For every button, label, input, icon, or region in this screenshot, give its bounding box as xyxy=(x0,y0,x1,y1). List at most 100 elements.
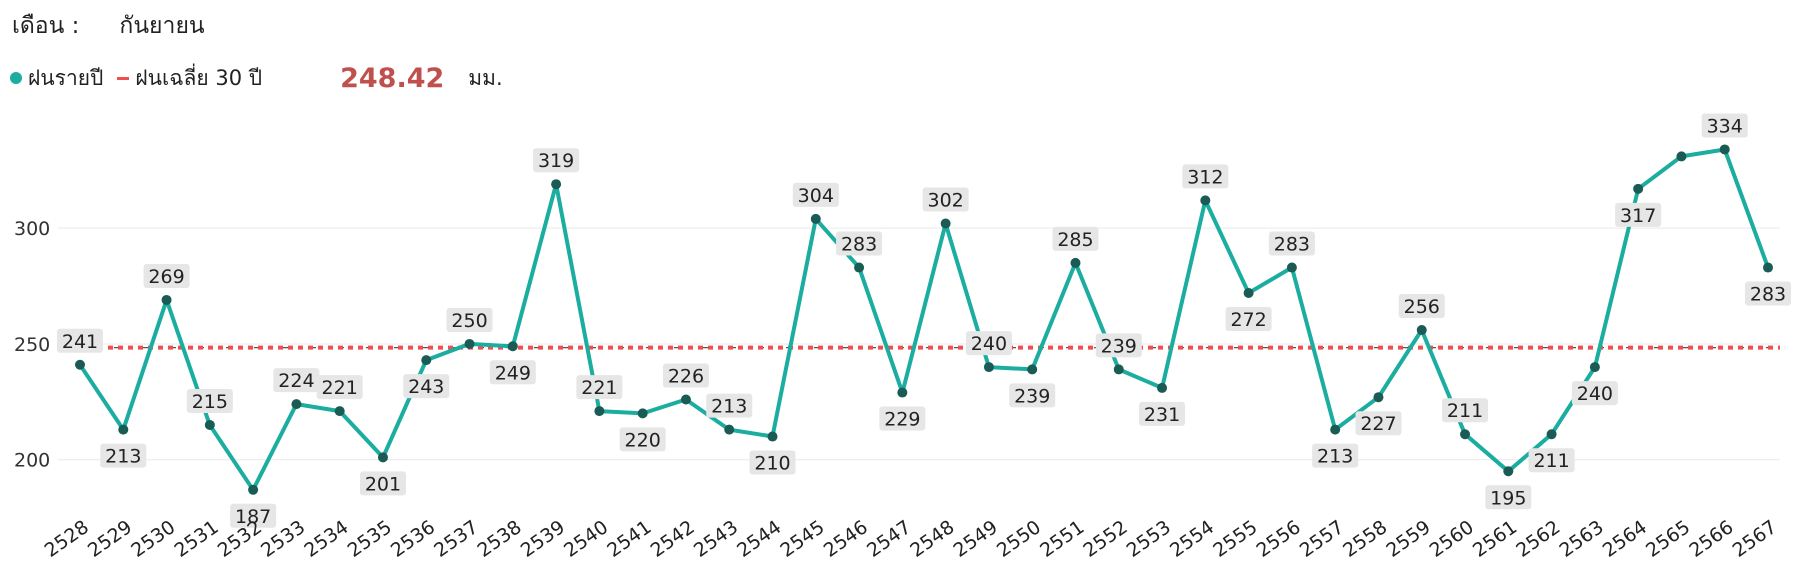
data-point xyxy=(637,408,648,419)
data-point xyxy=(507,341,518,352)
data-label: 283 xyxy=(1750,284,1786,306)
data-label-bg xyxy=(1052,226,1099,251)
data-label-bg xyxy=(792,182,839,207)
data-label: 226 xyxy=(668,366,704,388)
data-label-bg xyxy=(1615,202,1662,227)
data-point xyxy=(680,394,691,405)
x-tick-label: 2549 xyxy=(950,516,1002,562)
x-tick-label: 2563 xyxy=(1556,516,1608,562)
x-tick-label: 2530 xyxy=(127,516,179,562)
data-point xyxy=(1633,183,1644,194)
month-label: เดือน : xyxy=(12,13,80,39)
data-point xyxy=(291,399,302,410)
x-tick-label: 2543 xyxy=(690,516,742,562)
legend-annual: ฝนรายปี xyxy=(10,62,103,95)
x-tick-label: 2541 xyxy=(603,516,655,562)
data-label-bg xyxy=(533,148,580,173)
data-label: 213 xyxy=(105,446,141,468)
data-label-bg xyxy=(576,375,623,400)
series-line xyxy=(78,147,1770,492)
x-tick-label: 2559 xyxy=(1382,516,1434,562)
data-point xyxy=(1243,288,1254,299)
x-tick-label: 2531 xyxy=(170,516,222,562)
data-point xyxy=(161,294,172,305)
data-label: 220 xyxy=(625,429,661,451)
data-label: 249 xyxy=(495,362,531,384)
data-label: 201 xyxy=(365,473,401,495)
data-label-bg xyxy=(1355,411,1402,436)
data-label: 256 xyxy=(1404,296,1440,318)
data-point xyxy=(1589,362,1600,373)
data-point xyxy=(204,419,215,430)
data-point xyxy=(75,359,85,370)
x-tick-label: 2557 xyxy=(1296,516,1348,562)
x-tick-label: 2561 xyxy=(1469,516,1521,562)
data-label: 239 xyxy=(1101,335,1137,357)
legend-average-label: ฝนเฉลี่ย 30 ปี xyxy=(135,65,263,90)
legend-dash-icon xyxy=(117,76,130,80)
data-label: 227 xyxy=(1360,413,1396,435)
data-point xyxy=(421,355,432,366)
data-label: 211 xyxy=(1447,400,1483,422)
data-point xyxy=(1113,364,1124,375)
data-label-bg xyxy=(1485,485,1532,510)
data-label-bg xyxy=(316,375,363,400)
data-label-bg xyxy=(836,231,883,256)
data-label-bg xyxy=(879,406,926,431)
x-tick-label: 2542 xyxy=(647,516,699,562)
data-label: 240 xyxy=(971,333,1007,355)
data-label: 283 xyxy=(841,234,877,256)
data-point xyxy=(854,262,865,273)
data-label-bg xyxy=(489,360,536,385)
data-label-bg xyxy=(706,393,753,418)
average-unit: มม. xyxy=(468,65,503,90)
data-label: 221 xyxy=(322,377,358,399)
data-point xyxy=(464,338,475,349)
x-tick-label: 2539 xyxy=(517,516,569,562)
data-label: 239 xyxy=(1014,385,1050,407)
data-label: 283 xyxy=(1274,234,1310,256)
data-label: 312 xyxy=(1187,166,1223,188)
data-label: 224 xyxy=(278,370,314,392)
legend: ฝนรายปี ฝนเฉลี่ย 30 ปี 248.42 มม. xyxy=(10,58,503,98)
data-label: 213 xyxy=(1317,446,1353,468)
data-label-bg xyxy=(965,331,1012,356)
data-point xyxy=(810,213,821,224)
data-label-bg xyxy=(446,307,493,332)
data-point xyxy=(940,218,951,229)
x-tick-label: 2552 xyxy=(1079,516,1131,562)
data-label: 319 xyxy=(538,150,574,172)
data-label: 187 xyxy=(235,506,271,528)
data-label: 304 xyxy=(798,185,834,207)
data-label: 272 xyxy=(1230,309,1266,331)
data-point xyxy=(767,431,778,442)
average-value: 248.42 xyxy=(340,62,445,94)
data-point xyxy=(1157,382,1168,393)
data-label-bg xyxy=(1009,383,1056,408)
data-label-bg xyxy=(1182,164,1229,189)
month-filter: เดือน : กันยายน xyxy=(12,6,205,46)
legend-annual-label: ฝนรายปี xyxy=(28,65,104,90)
data-label: 334 xyxy=(1707,115,1743,137)
data-point xyxy=(1070,257,1081,268)
month-value[interactable]: กันยายน xyxy=(119,13,205,39)
data-label-bg xyxy=(230,503,277,528)
data-label: 285 xyxy=(1057,229,1093,251)
data-label: 317 xyxy=(1620,205,1656,227)
data-label-bg xyxy=(143,263,190,288)
x-tick-label: 2534 xyxy=(300,516,352,562)
legend-dot-icon xyxy=(10,72,22,84)
data-label-bg xyxy=(1312,443,1359,468)
data-point xyxy=(1373,392,1384,403)
data-label: 243 xyxy=(408,376,444,398)
data-label-bg xyxy=(922,187,969,212)
data-point xyxy=(1546,429,1557,440)
data-label: 250 xyxy=(451,310,487,332)
data-label-bg xyxy=(619,427,666,452)
data-label-bg xyxy=(1398,294,1445,319)
data-label-bg xyxy=(186,388,233,413)
x-tick-label: 2545 xyxy=(776,516,828,562)
data-point xyxy=(1330,424,1341,435)
data-point xyxy=(1027,364,1038,375)
